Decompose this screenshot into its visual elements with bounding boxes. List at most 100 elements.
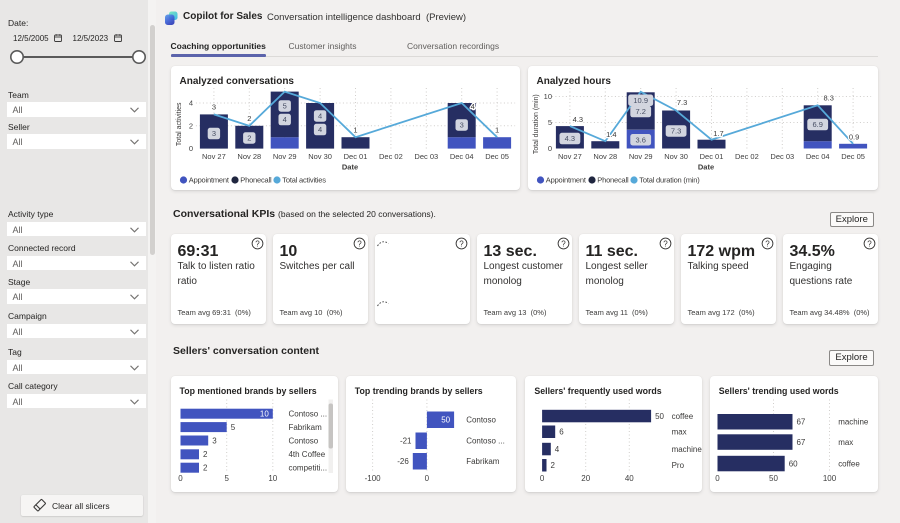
svg-text:4: 4	[188, 99, 192, 108]
svg-text:0: 0	[540, 473, 545, 482]
svg-text:5: 5	[230, 422, 235, 431]
svg-text:7.3: 7.3	[670, 127, 680, 136]
svg-text:8.3: 8.3	[823, 94, 833, 103]
svg-text:0: 0	[188, 144, 192, 153]
svg-text:60: 60	[788, 459, 797, 468]
svg-text:Nov 28: Nov 28	[593, 152, 617, 161]
svg-text:Nov 29: Nov 29	[272, 152, 296, 161]
svg-text:Appointment: Appointment	[545, 176, 586, 185]
svg-text:6.9: 6.9	[812, 120, 822, 129]
svg-text:Contoso: Contoso	[466, 415, 496, 424]
svg-text:5: 5	[224, 473, 229, 482]
svg-text:0: 0	[424, 473, 429, 482]
svg-text:Contoso ...: Contoso ...	[288, 409, 327, 418]
svg-text:3: 3	[211, 129, 215, 138]
svg-text:Dec 03: Dec 03	[414, 152, 438, 161]
svg-text:Fabrikam: Fabrikam	[466, 457, 500, 466]
svg-text:Dec 01: Dec 01	[699, 152, 723, 161]
svg-text:-26: -26	[397, 457, 409, 466]
svg-text:Date: Date	[341, 163, 357, 172]
svg-text:Nov 27: Nov 27	[202, 152, 226, 161]
svg-text:7.3: 7.3	[676, 98, 686, 107]
svg-text:Phonecall: Phonecall	[597, 176, 629, 185]
svg-text:Total activities: Total activities	[176, 102, 183, 146]
svg-text:4.3: 4.3	[572, 115, 582, 124]
svg-text:?: ?	[255, 239, 260, 248]
svg-text:3: 3	[459, 121, 463, 130]
svg-text:Dec 05: Dec 05	[485, 152, 509, 161]
svg-text:Dec 01: Dec 01	[343, 152, 367, 161]
svg-text:4th Coffee: 4th Coffee	[288, 450, 325, 459]
svg-text:1: 1	[353, 126, 357, 135]
svg-text:Total duration (min): Total duration (min)	[533, 94, 540, 154]
svg-text:20: 20	[582, 473, 591, 482]
svg-text:Total activities: Total activities	[282, 176, 326, 185]
svg-text:machine: machine	[838, 417, 869, 426]
svg-text:10: 10	[543, 92, 551, 101]
svg-text:Nov 30: Nov 30	[308, 152, 332, 161]
svg-text:4.3: 4.3	[564, 134, 574, 143]
svg-text:Contoso: Contoso	[288, 436, 318, 445]
svg-text:2: 2	[202, 450, 207, 459]
svg-text:67: 67	[796, 417, 805, 426]
svg-text:Nov 28: Nov 28	[237, 152, 261, 161]
svg-text:Nov 30: Nov 30	[664, 152, 688, 161]
svg-text:?: ?	[867, 239, 872, 248]
svg-text:Dec 04: Dec 04	[449, 152, 473, 161]
svg-text:50: 50	[769, 473, 778, 482]
svg-text:Dec 02: Dec 02	[379, 152, 403, 161]
svg-text:10: 10	[268, 473, 277, 482]
svg-text:Dec 03: Dec 03	[770, 152, 794, 161]
svg-text:4: 4	[555, 444, 560, 453]
svg-text:3: 3	[211, 103, 215, 112]
svg-text:6: 6	[560, 427, 565, 436]
svg-text:coffee: coffee	[838, 459, 860, 468]
svg-text:5: 5	[282, 102, 286, 111]
svg-text:competiti...: competiti...	[288, 463, 327, 472]
svg-text:2: 2	[551, 461, 556, 470]
svg-text:1.4: 1.4	[606, 130, 616, 139]
svg-text:?: ?	[459, 239, 464, 248]
svg-text:Dec 02: Dec 02	[735, 152, 759, 161]
svg-text:coffee: coffee	[672, 411, 694, 420]
svg-text:10.9: 10.9	[633, 96, 648, 105]
svg-text:max: max	[838, 437, 853, 446]
svg-text:67: 67	[796, 437, 805, 446]
svg-text:50: 50	[441, 415, 450, 424]
svg-text:4: 4	[318, 125, 322, 134]
svg-text:max: max	[672, 427, 687, 436]
svg-text:4: 4	[318, 112, 322, 121]
svg-text:5: 5	[547, 118, 551, 127]
svg-text:2: 2	[188, 121, 192, 130]
svg-text:Fabrikam: Fabrikam	[288, 422, 322, 431]
svg-text:4: 4	[470, 102, 474, 111]
svg-text:?: ?	[561, 239, 566, 248]
svg-text:1: 1	[495, 126, 499, 135]
svg-text:Pro: Pro	[672, 461, 685, 470]
svg-text:Total duration (min): Total duration (min)	[639, 176, 700, 185]
svg-text:3: 3	[212, 436, 217, 445]
svg-text:Nov 29: Nov 29	[628, 152, 652, 161]
svg-text:2: 2	[247, 114, 251, 123]
svg-text:2: 2	[202, 463, 207, 472]
svg-text:50: 50	[655, 411, 664, 420]
svg-text:-21: -21	[400, 436, 412, 445]
svg-text:?: ?	[663, 239, 668, 248]
svg-text:0.9: 0.9	[848, 133, 858, 142]
svg-text:?: ?	[765, 239, 770, 248]
svg-text:Nov 27: Nov 27	[558, 152, 582, 161]
svg-text:2: 2	[247, 134, 251, 143]
svg-text:Dec 04: Dec 04	[805, 152, 829, 161]
svg-text:0: 0	[715, 473, 720, 482]
svg-text:40: 40	[625, 473, 634, 482]
svg-text:Phonecall: Phonecall	[240, 176, 272, 185]
svg-text:Contoso ...: Contoso ...	[466, 436, 505, 445]
svg-text:100: 100	[823, 473, 837, 482]
svg-text:Date: Date	[697, 163, 713, 172]
svg-text:10: 10	[259, 409, 268, 418]
svg-text:7.2: 7.2	[635, 107, 645, 116]
svg-text:4: 4	[282, 115, 286, 124]
svg-text:3.6: 3.6	[635, 136, 645, 145]
svg-text:machine: machine	[672, 444, 702, 453]
svg-text:?: ?	[357, 239, 362, 248]
